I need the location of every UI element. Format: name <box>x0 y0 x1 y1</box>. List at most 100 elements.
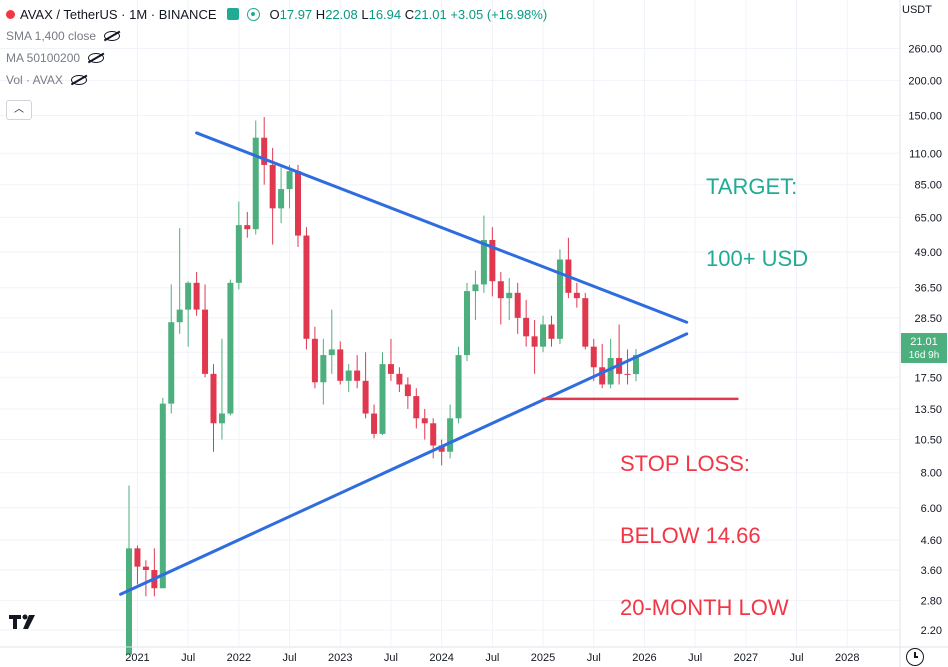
candle[interactable] <box>497 272 504 325</box>
hidden-eye-icon[interactable] <box>70 75 87 85</box>
trendlines-layer <box>119 131 739 596</box>
candle[interactable] <box>447 404 454 459</box>
time-tick-label: 2028 <box>835 652 859 664</box>
candle[interactable] <box>269 147 276 245</box>
candle[interactable] <box>202 284 209 378</box>
symbol-title[interactable]: AVAX / TetherUS · 1M · BINANCE <box>20 6 217 22</box>
time-tick-label: 2024 <box>429 652 453 664</box>
candle-body <box>345 370 352 381</box>
candle[interactable] <box>362 352 369 419</box>
target-line-2: 100+ USD <box>706 246 809 271</box>
candle[interactable] <box>286 164 293 209</box>
candle-body <box>404 384 411 397</box>
candle[interactable] <box>126 485 132 655</box>
candle-body <box>295 171 301 236</box>
price-axis[interactable]: 260.00 200.00 150.00 110.00 85.00 65.00 49.00 3… <box>908 43 942 637</box>
tradingview-logo-icon[interactable] <box>9 613 41 631</box>
market-status-icon[interactable] <box>246 7 260 21</box>
candle[interactable] <box>556 249 563 344</box>
candle[interactable] <box>590 338 597 381</box>
candle[interactable] <box>176 228 183 334</box>
trendline-lower[interactable] <box>119 332 689 596</box>
candle[interactable] <box>185 281 192 347</box>
candle[interactable] <box>506 278 513 321</box>
candle[interactable] <box>337 341 344 385</box>
hidden-eye-icon[interactable] <box>104 31 121 41</box>
candle[interactable] <box>261 117 268 185</box>
indicator-vol-label: Vol · AVAX <box>6 73 63 87</box>
time-axis[interactable]: 2021 Jul 2022 Jul 2023 Jul 2024 Jul 2025 Jul 2026 J… <box>125 652 859 664</box>
candle[interactable] <box>540 315 547 353</box>
candle[interactable] <box>607 338 614 389</box>
candle[interactable] <box>633 348 639 382</box>
candle[interactable] <box>624 349 631 385</box>
candle[interactable] <box>413 388 420 429</box>
candle-body <box>202 309 209 374</box>
candle[interactable] <box>523 300 530 347</box>
candle[interactable] <box>328 309 335 374</box>
candle[interactable] <box>387 338 394 381</box>
price-tick-label: 4.60 <box>921 535 942 547</box>
candle[interactable] <box>379 352 386 435</box>
candle[interactable] <box>396 367 403 393</box>
ohlc-values: O17.97 H22.08 L16.94 C21.01 +3.05 (+16.9… <box>270 7 548 22</box>
time-tick-label: 2022 <box>227 652 251 664</box>
currency-selector[interactable]: USDT <box>902 4 932 16</box>
candle-body <box>396 373 403 385</box>
candle[interactable] <box>142 560 149 597</box>
candle[interactable] <box>345 364 352 393</box>
candle[interactable] <box>235 201 242 290</box>
candle[interactable] <box>354 355 361 389</box>
candle[interactable] <box>599 343 606 389</box>
indicator-sma[interactable]: SMA 1,400 close <box>6 26 547 46</box>
candle[interactable] <box>371 404 378 439</box>
candle[interactable] <box>455 346 462 424</box>
candle[interactable] <box>134 545 141 585</box>
candle-body <box>506 292 513 299</box>
candle[interactable] <box>295 164 301 247</box>
collapse-legend-button[interactable]: ︿ <box>6 100 32 120</box>
candle[interactable] <box>421 408 428 440</box>
chart-legend: AVAX / TetherUS · 1M · BINANCE O17.97 H2… <box>6 4 547 90</box>
time-tick-label: 2021 <box>125 652 149 664</box>
candle[interactable] <box>168 284 175 414</box>
candle[interactable] <box>278 167 285 224</box>
candle[interactable] <box>404 377 411 409</box>
candle[interactable] <box>489 227 496 297</box>
open-value: 17.97 <box>279 6 313 22</box>
flag-icon[interactable] <box>226 8 239 20</box>
candle-body <box>447 418 454 452</box>
candle[interactable] <box>548 315 555 347</box>
candle[interactable] <box>582 292 589 350</box>
candle[interactable] <box>531 320 538 374</box>
candle-body <box>210 373 217 424</box>
indicator-ma[interactable]: MA 50100200 <box>6 48 547 68</box>
candle[interactable] <box>218 338 225 440</box>
candle[interactable] <box>480 215 487 293</box>
candle[interactable] <box>573 282 580 308</box>
candle[interactable] <box>210 364 217 452</box>
candle[interactable] <box>472 270 479 321</box>
close-value: 21.01 <box>414 6 447 22</box>
candle[interactable] <box>464 282 470 362</box>
clock-icon[interactable] <box>906 648 924 666</box>
candle-body <box>218 413 225 424</box>
time-tick-label: Jul <box>283 652 297 664</box>
candle[interactable] <box>252 120 259 235</box>
candle[interactable] <box>159 397 166 589</box>
candle[interactable] <box>303 227 310 350</box>
candle[interactable] <box>311 326 318 389</box>
candle[interactable] <box>193 272 200 316</box>
candle[interactable] <box>227 279 234 416</box>
candle-body <box>134 548 141 567</box>
candle[interactable] <box>438 439 445 466</box>
hidden-eye-icon[interactable] <box>88 53 105 63</box>
trendline-upper[interactable] <box>195 131 689 324</box>
candle[interactable] <box>514 282 521 334</box>
candle-body <box>354 370 361 381</box>
candle[interactable] <box>244 211 251 238</box>
candle[interactable] <box>320 338 327 405</box>
price-tick-label: 10.50 <box>914 435 942 447</box>
indicator-vol[interactable]: Vol · AVAX <box>6 70 547 90</box>
